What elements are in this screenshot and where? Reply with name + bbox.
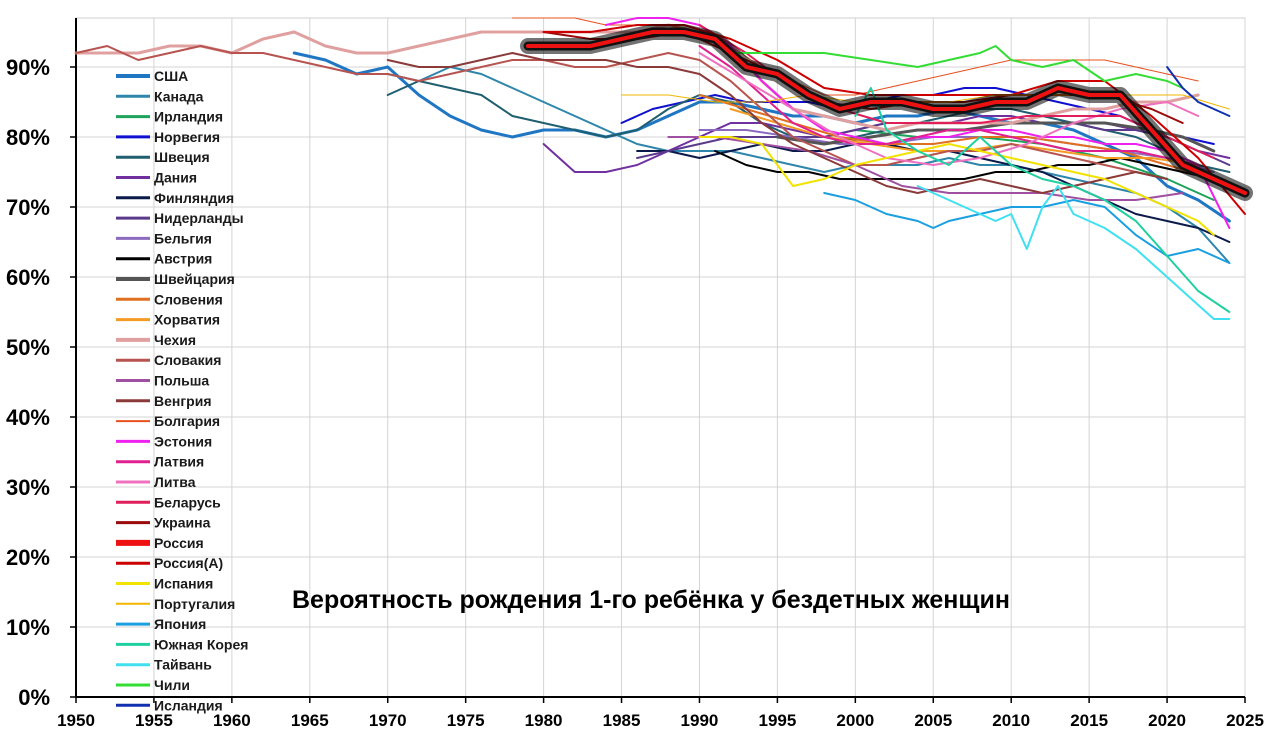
x-tick-label: 2015 <box>1070 711 1108 730</box>
y-tick-label: 10% <box>6 615 50 640</box>
legend: США Канада Ирландия Норвегия Швеция Дания Финл… <box>116 68 248 713</box>
x-tick-label: 2020 <box>1148 711 1186 730</box>
legend-label: Южная Корея <box>154 636 248 652</box>
legend-label: Исландия <box>154 697 223 713</box>
legend-label: Польша <box>154 373 209 389</box>
y-tick-label: 50% <box>6 335 50 360</box>
x-tick-label: 1970 <box>369 711 407 730</box>
legend-label: Хорватия <box>154 312 220 328</box>
legend-label: Словакия <box>154 352 221 368</box>
series-line-9 <box>714 150 1215 180</box>
series-line-28 <box>854 87 1231 313</box>
x-tick-label: 1985 <box>603 711 641 730</box>
legend-label: Нидерланды <box>154 210 244 226</box>
legend-label: Болгария <box>154 413 220 429</box>
legend-label: Норвегия <box>154 129 220 145</box>
series-line-27 <box>823 192 1231 264</box>
y-tick-label: 60% <box>6 265 50 290</box>
legend-label: Литва <box>154 474 196 490</box>
axes: 1950 1955 1960 1965 1970 1975 1980 1985 1990 1995… <box>6 18 1264 730</box>
x-tick-label: 1960 <box>213 711 251 730</box>
legend-label: Испания <box>154 576 213 592</box>
x-tick-label: 2005 <box>914 711 952 730</box>
legend-label: Австрия <box>154 251 212 267</box>
series-line-25 <box>698 136 1215 236</box>
x-tick-label: 1980 <box>525 711 563 730</box>
legend-label: Чехия <box>154 332 196 348</box>
y-tick-label: 80% <box>6 125 50 150</box>
legend-label: Дания <box>154 170 197 186</box>
y-tick-label: 0% <box>18 685 50 710</box>
legend-label: Португалия <box>154 596 235 612</box>
x-tick-label: 1955 <box>135 711 173 730</box>
series-line-17 <box>511 17 1199 96</box>
x-tick-label: 1975 <box>447 711 485 730</box>
series-line-11 <box>698 94 1215 180</box>
legend-label: Россия(А) <box>154 555 223 571</box>
legend-label: Словения <box>154 291 223 307</box>
legend-label: Швеция <box>154 149 210 165</box>
legend-label: Эстония <box>154 433 212 449</box>
legend-label: Ирландия <box>154 109 223 125</box>
legend-label: Чили <box>154 677 190 693</box>
legend-label: Япония <box>154 616 206 632</box>
y-tick-label: 90% <box>6 55 50 80</box>
x-tick-label: 2000 <box>836 711 874 730</box>
legend-label: Россия <box>154 535 204 551</box>
series-line-30 <box>729 45 1184 89</box>
series-line-29 <box>916 185 1231 320</box>
series-line-19 <box>698 45 1200 166</box>
y-tick-label: 70% <box>6 195 50 220</box>
chart-title: Вероятность рождения 1-го ребёнка у безд… <box>292 586 1010 614</box>
grid <box>75 17 1246 698</box>
series-layer <box>74 17 1253 320</box>
y-tick-label: 20% <box>6 545 50 570</box>
legend-label: Швейцария <box>154 271 235 287</box>
y-tick-label: 40% <box>6 405 50 430</box>
x-tick-label: 1990 <box>681 711 719 730</box>
x-tick-label: 2025 <box>1226 711 1264 730</box>
legend-label: США <box>154 68 188 84</box>
y-tick-label: 30% <box>6 475 50 500</box>
legend-label: Беларусь <box>154 494 221 510</box>
legend-label: Украина <box>154 515 211 531</box>
legend-label: Латвия <box>154 454 204 470</box>
series-line-31 <box>1166 66 1231 117</box>
x-tick-label: 1995 <box>758 711 796 730</box>
legend-label: Канада <box>154 88 204 104</box>
legend-label: Тайвань <box>154 657 212 673</box>
x-tick-label: 2010 <box>992 711 1030 730</box>
legend-label: Венгрия <box>154 393 212 409</box>
legend-label: Бельгия <box>154 230 212 246</box>
series-line-8 <box>698 129 1215 173</box>
x-tick-label: 1965 <box>291 711 329 730</box>
x-tick-label: 1950 <box>57 711 95 730</box>
series-line-16 <box>386 52 1169 194</box>
series-line-23 <box>526 30 1247 195</box>
legend-label: Финляндия <box>154 190 234 206</box>
plot-area <box>75 17 1246 698</box>
